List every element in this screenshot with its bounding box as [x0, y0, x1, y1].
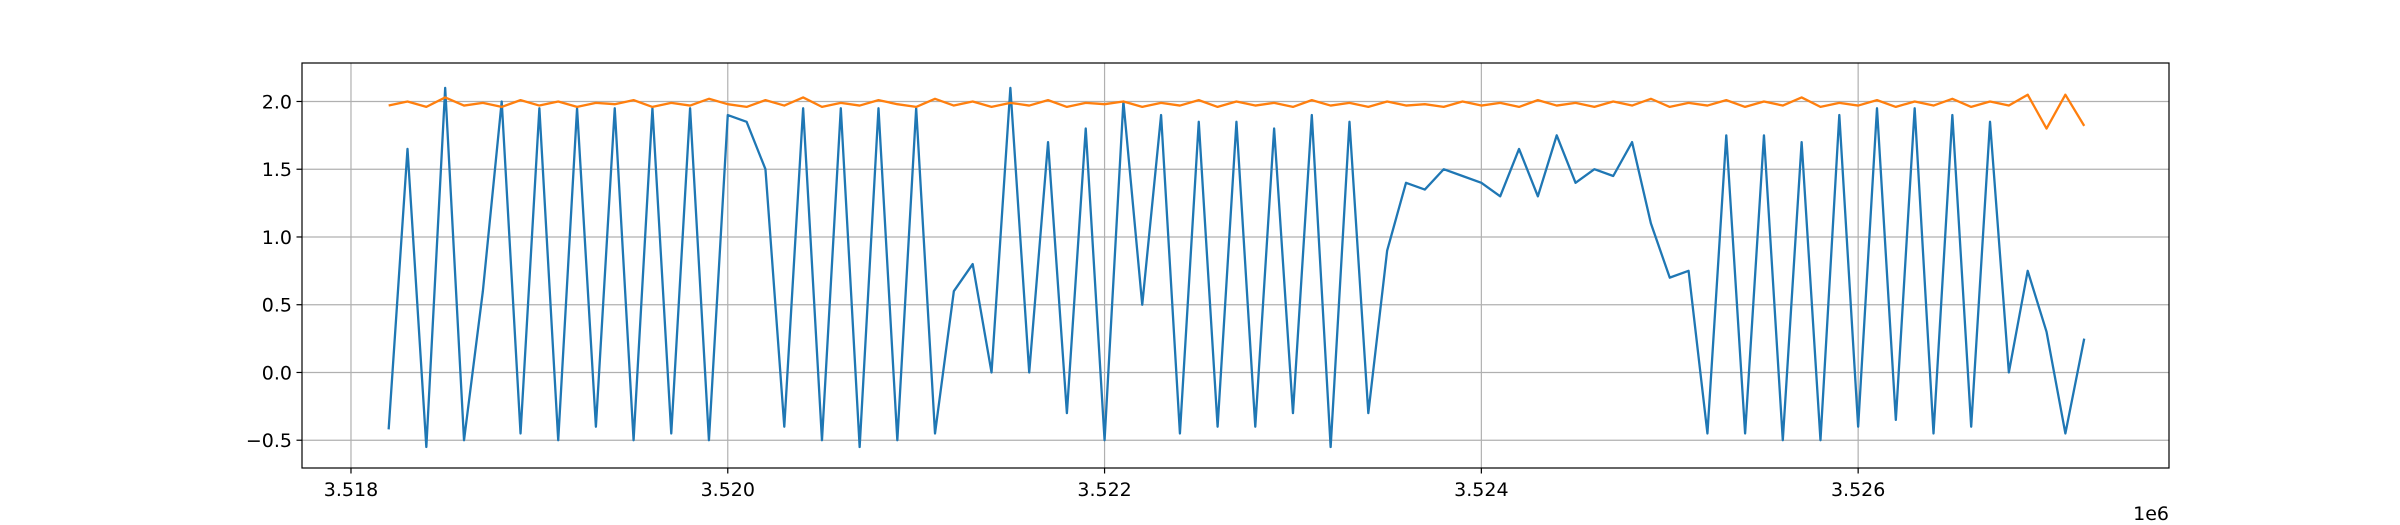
x-tick-label: 3.520 [701, 479, 755, 501]
y-tick-label: 0.5 [262, 295, 292, 317]
x-tick-label: 3.518 [324, 479, 378, 501]
y-tick-label: 2.0 [262, 91, 292, 113]
y-tick-label: 0.0 [262, 362, 292, 384]
x-tick-label: 3.522 [1077, 479, 1131, 501]
x-offset-label: 1e6 [2133, 503, 2169, 525]
plot-frame [301, 62, 2170, 469]
x-tick-label: 3.526 [1831, 479, 1885, 501]
x-tick-label: 3.524 [1454, 479, 1508, 501]
y-tick-label: −0.5 [246, 430, 292, 452]
data-line [388, 93, 2086, 130]
y-tick-label: 1.5 [262, 159, 292, 181]
y-tick-label: 1.0 [262, 227, 292, 249]
data-line [387, 86, 2086, 449]
